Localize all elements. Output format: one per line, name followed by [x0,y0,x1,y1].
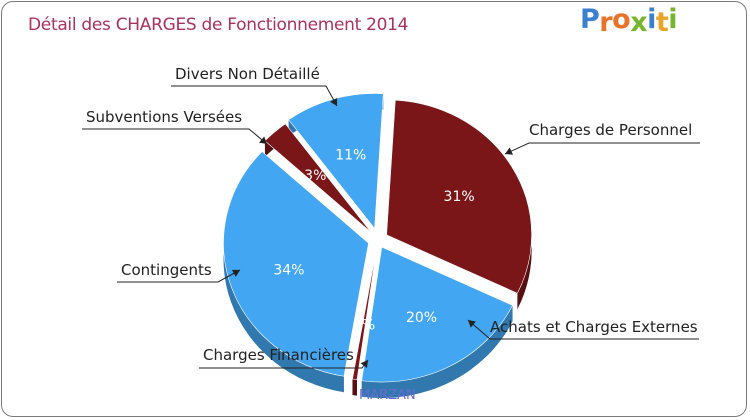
brand-logo-letter: r [599,7,613,38]
pie-callout-arrow [259,136,267,144]
brand-logo-letter: o [612,4,631,35]
pie-slice[interactable] [352,245,378,380]
pie-slice[interactable] [386,99,532,294]
pie-callouts: Charges de Personnel Achats et Charges Ex… [82,65,700,369]
brand-logo-letter: P [580,4,600,35]
pie-percent-label: 0% [353,317,375,333]
brand-logo[interactable]: Proxiti [580,4,678,38]
pie-slice-depth [361,305,513,399]
pie-percent-label: 34% [273,262,304,278]
brand-logo-letter: i [647,4,656,35]
pie-callout-line [467,319,699,340]
pie-callout-arrow [231,269,240,277]
pie-slice-label: Achats et Charges Externes [490,318,698,336]
pie-slice-depth [352,378,357,396]
pie-callout-line [504,142,700,155]
pie-percent-label: 11% [335,147,366,163]
pie-slice-label: Charges Financières [203,346,354,364]
pie-slice[interactable] [361,246,513,383]
brand-logo-letter: x [630,7,648,38]
pie-slice-label: Charges de Personnel [529,121,692,139]
pie-callout-line [117,269,241,283]
pie-callout-arrow [468,320,476,328]
pie-slices [223,93,532,383]
pie-callout-arrow [505,147,514,155]
pie-percent-label: 20% [406,310,437,326]
pie-callout-arrow [360,360,368,368]
brand-logo-letter: t [655,7,669,38]
pie-callout-line [171,85,338,107]
pie-slice-label: Divers Non Détaillé [175,65,320,83]
pie-slice-label: Subventions Versées [86,108,242,126]
pie-percent-label: 3% [304,168,326,184]
pie-slice-depth [223,151,344,393]
chart-title: Détail des CHARGES de Fonctionnement 201… [28,15,409,35]
pie-callout-arrow [330,97,338,106]
brand-logo-letter: i [668,4,678,35]
pie-callout-line [82,128,268,145]
pie-percent-label: 31% [444,189,475,205]
pie-slice[interactable] [223,151,369,377]
commune-name: MARZAN [359,388,416,403]
pie-percent-labels: 31% 20% 0% 34% 3% 11% [273,147,474,333]
pie-slice-label: Contingents [121,261,212,279]
